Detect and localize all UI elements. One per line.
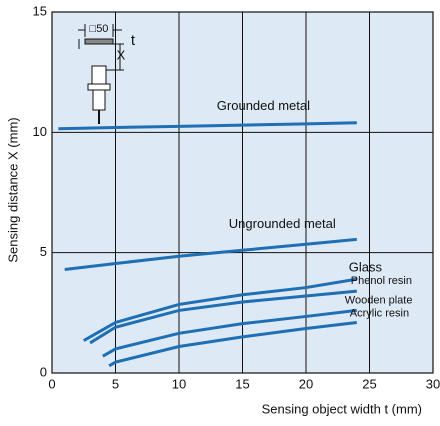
x-tick-label: 5 xyxy=(112,376,119,391)
x-tick-label: 20 xyxy=(299,376,313,391)
series-label: Phenol resin xyxy=(351,275,412,287)
data-line xyxy=(83,277,358,342)
series-label: Wooden plate xyxy=(345,294,413,306)
y-axis-label: Sensing distance X (mm) xyxy=(5,117,20,262)
plot-frame xyxy=(51,11,434,374)
diagram-label: □50 xyxy=(90,23,109,35)
x-tick-label: 30 xyxy=(426,376,440,391)
x-axis-label: Sensing object width t (mm) xyxy=(262,401,422,416)
target-plate xyxy=(84,38,114,45)
diagram-label: t xyxy=(131,32,136,49)
data-line xyxy=(108,320,357,368)
sensor-diagram xyxy=(78,24,124,124)
data-line xyxy=(58,121,357,131)
diagram-label: X xyxy=(117,47,126,62)
x-tick-label: 15 xyxy=(235,376,249,391)
series-label: Grounded metal xyxy=(217,98,310,113)
data-line xyxy=(89,289,357,345)
data-line xyxy=(102,308,357,358)
y-tick-label: 0 xyxy=(40,364,47,379)
series-label: Ungrounded metal xyxy=(229,216,336,231)
x-tick-label: 10 xyxy=(172,376,186,391)
x-tick-label: 25 xyxy=(362,376,376,391)
data-line xyxy=(64,237,357,272)
y-tick-label: 15 xyxy=(33,3,47,18)
series-label: Acrylic resin xyxy=(350,307,409,319)
y-tick-label: 5 xyxy=(40,244,47,259)
series-label: Glass xyxy=(349,260,383,275)
y-tick-label: 10 xyxy=(33,124,47,139)
x-tick-label: 0 xyxy=(48,376,55,391)
